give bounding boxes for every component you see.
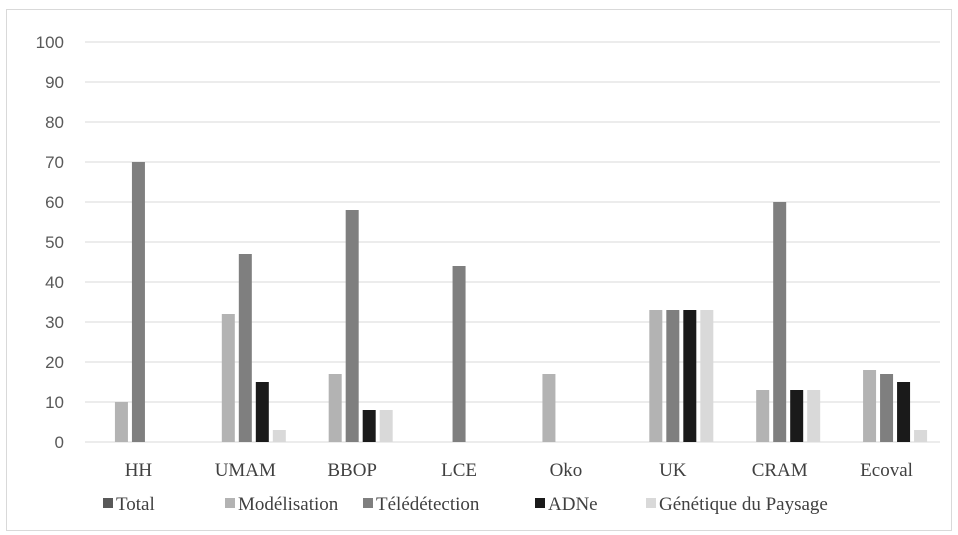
legend-swatch (225, 498, 235, 508)
bar-bbop-2 (345, 210, 359, 442)
bar-oko-1 (542, 374, 556, 442)
bar-umam-2 (238, 254, 252, 442)
x-tick-label: HH (125, 460, 153, 481)
bar-uk-1 (649, 310, 663, 442)
chart-frame (6, 9, 952, 531)
x-tick-label: UMAM (215, 460, 276, 481)
bar-uk-3 (683, 310, 697, 442)
y-tick-label: 90 (45, 73, 64, 92)
bar-umam-1 (221, 314, 235, 442)
x-axis-ticks: HH UMAM BBOP LCE Oko UK CRAM Ecoval (125, 460, 913, 481)
x-tick-label: LCE (441, 460, 477, 481)
y-tick-label: 100 (36, 33, 64, 52)
legend-swatch (103, 498, 113, 508)
legend-swatch (535, 498, 545, 508)
y-tick-label: 80 (45, 113, 64, 132)
bar-uk-4 (700, 310, 714, 442)
y-tick-label: 70 (45, 153, 64, 172)
bar-bbop-4 (379, 410, 393, 442)
legend: Total Modélisation Télédétection ADNe Généti… (103, 494, 828, 515)
y-tick-label: 60 (45, 193, 64, 212)
y-tick-label: 50 (45, 233, 64, 252)
legend-label: Génétique du Paysage (659, 494, 828, 515)
legend-swatch (646, 498, 656, 508)
y-axis-ticks: 0 10 20 30 40 50 60 70 80 90 100 (36, 33, 64, 452)
bar-bbop-1 (328, 374, 342, 442)
gridlines (85, 41, 940, 443)
bar-umam-3 (255, 382, 269, 442)
legend-label: Modélisation (238, 494, 339, 515)
bar-hh-2 (131, 162, 145, 442)
legend-label: Total (116, 494, 155, 515)
x-tick-label: UK (659, 460, 687, 481)
x-tick-label: Ecoval (860, 460, 913, 481)
bar-cram-2 (773, 202, 787, 442)
bar-hh-1 (114, 402, 128, 442)
bar-lce-2 (452, 266, 466, 442)
bar-ecoval-2 (880, 374, 894, 442)
legend-label: Télédétection (376, 494, 480, 515)
x-tick-label: BBOP (327, 460, 377, 481)
bar-ecoval-3 (897, 382, 911, 442)
bar-ecoval-1 (863, 370, 877, 442)
bar-ecoval-4 (914, 430, 928, 442)
bar-cram-3 (790, 390, 804, 442)
y-tick-label: 10 (45, 393, 64, 412)
bar-cram-1 (756, 390, 770, 442)
legend-label: ADNe (548, 494, 598, 515)
bar-bbop-3 (362, 410, 376, 442)
bar-cram-4 (807, 390, 821, 442)
legend-swatch (363, 498, 373, 508)
x-tick-label: Oko (550, 460, 583, 481)
x-tick-label: CRAM (752, 460, 808, 481)
y-tick-label: 20 (45, 353, 64, 372)
y-tick-label: 40 (45, 273, 64, 292)
y-tick-label: 0 (55, 433, 64, 452)
bars (114, 162, 928, 442)
bar-umam-4 (272, 430, 286, 442)
bar-uk-2 (666, 310, 680, 442)
y-tick-label: 30 (45, 313, 64, 332)
